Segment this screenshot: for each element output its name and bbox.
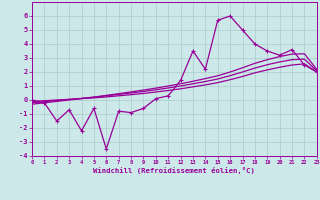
X-axis label: Windchill (Refroidissement éolien,°C): Windchill (Refroidissement éolien,°C) bbox=[93, 167, 255, 174]
